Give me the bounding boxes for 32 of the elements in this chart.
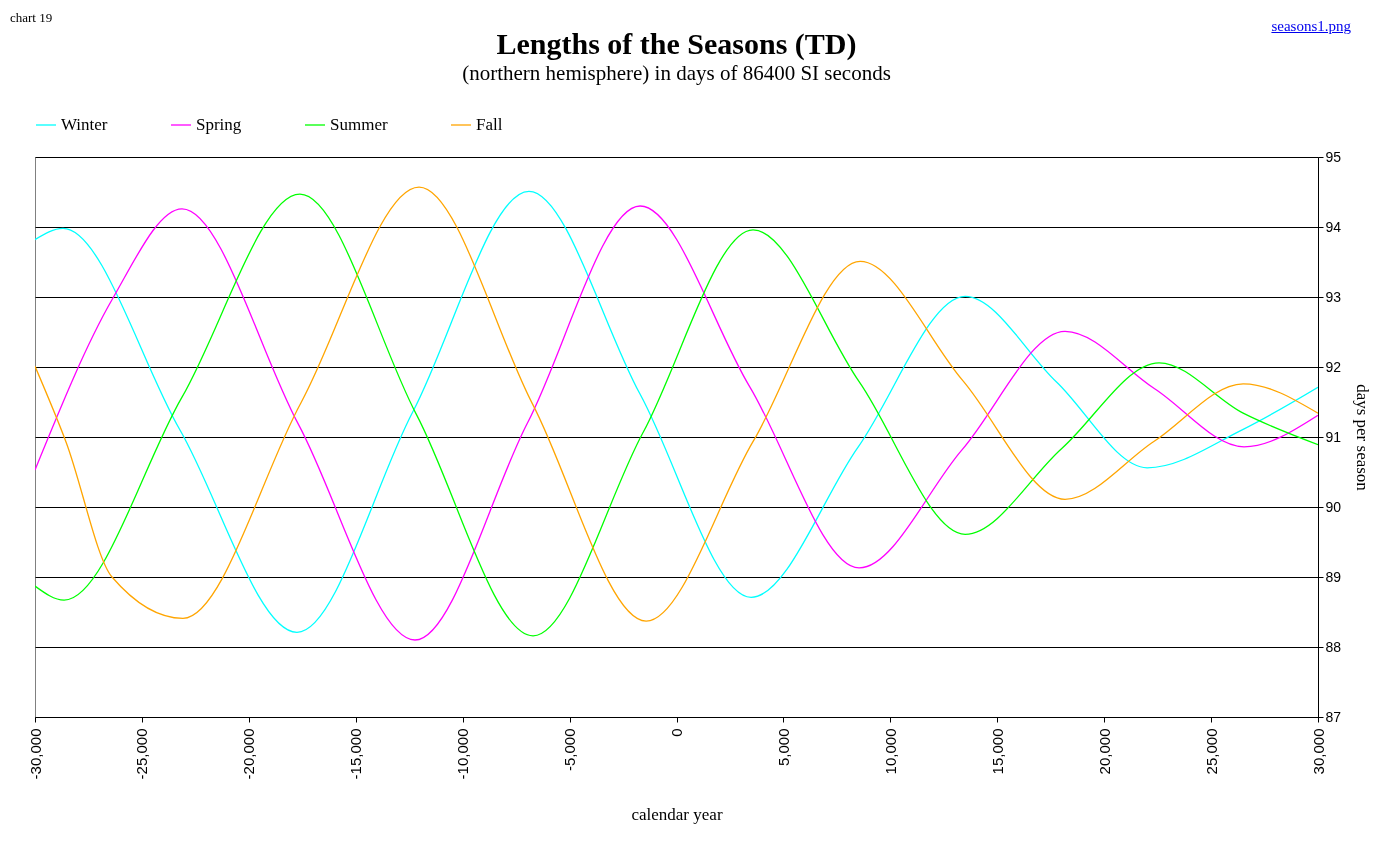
- y-tick-label: 91: [1325, 428, 1342, 445]
- x-axis-title: calendar year: [631, 805, 723, 825]
- chart-title: Lengths of the Seasons (TD): [496, 27, 857, 61]
- x-tick-label: 0: [668, 728, 685, 737]
- x-tick-label: -5,000: [561, 728, 579, 772]
- y-tick-label: 87: [1325, 708, 1342, 725]
- y-tick-label: 92: [1325, 358, 1342, 375]
- legend-label: Summer: [330, 115, 388, 134]
- x-tick-label: 10,000: [881, 728, 899, 775]
- y-tick-label: 89: [1325, 568, 1342, 585]
- y-tick-label: 93: [1325, 288, 1342, 305]
- caption: chart 19: [10, 10, 53, 26]
- x-tick-label: -10,000: [454, 728, 472, 780]
- x-tick-label: -25,000: [133, 728, 151, 780]
- x-tick-label: 20,000: [1095, 728, 1113, 775]
- y-tick-label: 95: [1325, 148, 1342, 165]
- x-tick-label: 15,000: [988, 728, 1006, 775]
- x-tick-label: 30,000: [1309, 728, 1327, 775]
- y-tick-label: 88: [1325, 638, 1342, 655]
- text: seasons1.png: [1271, 18, 1351, 35]
- chart-subtitle: (northern hemisphere) in days of 86400 SI seconds: [462, 61, 891, 85]
- y-axis-title: days per season: [1353, 384, 1373, 492]
- x-tick-label: -20,000: [240, 728, 258, 780]
- x-tick-label: -15,000: [347, 728, 365, 780]
- x-tick-label: -30,000: [26, 728, 44, 780]
- legend-label: Spring: [196, 115, 242, 134]
- y-tick-label: 94: [1325, 218, 1342, 235]
- legend-label: Winter: [61, 115, 108, 134]
- x-tick-label: 5,000: [774, 728, 792, 767]
- x-tick-label: 25,000: [1202, 728, 1220, 775]
- legend-label: Fall: [476, 115, 503, 134]
- y-tick-label: 90: [1325, 498, 1342, 515]
